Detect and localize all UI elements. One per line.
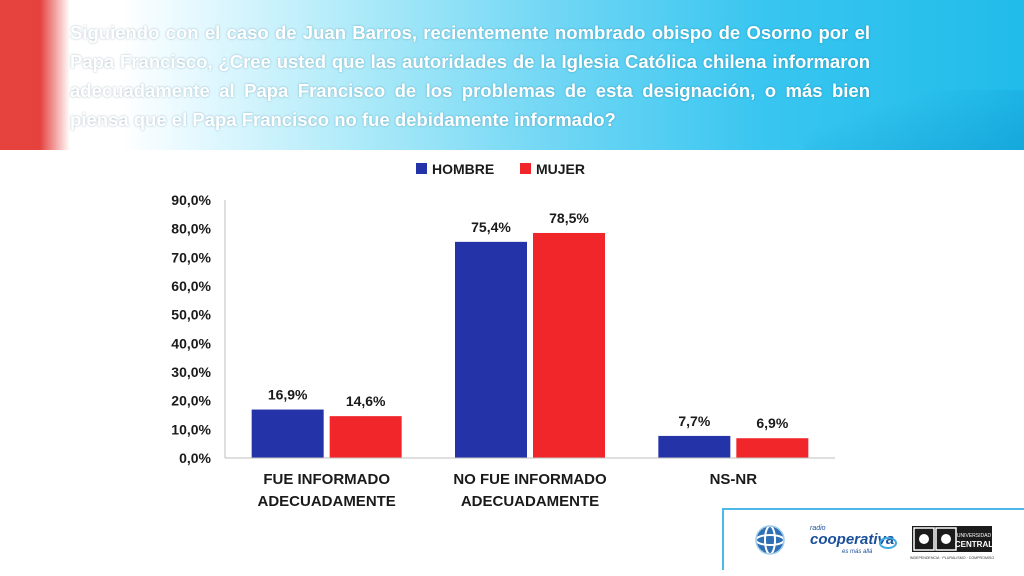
chart-bars — [251, 232, 809, 458]
header-banner: Siguiendo con el caso de Juan Barros, re… — [0, 0, 1024, 150]
data-label: 7,7% — [678, 413, 710, 429]
bar-mujer-2 — [736, 438, 809, 458]
chart-legend: HOMBRE MUJER — [416, 161, 585, 177]
data-labels: 16,9% 14,6% 75,4% 78,5% 7,7% 6,9% — [268, 210, 789, 431]
y-tick-label: 80,0% — [171, 221, 211, 237]
y-tick-label: 20,0% — [171, 393, 211, 409]
x-category-label: FUE INFORMADO — [263, 471, 390, 488]
cooperativa-logo: cooperativa — [810, 531, 894, 548]
swoosh-icon — [879, 537, 897, 549]
legend-label-mujer: MUJER — [536, 161, 585, 177]
bar-mujer-1 — [533, 232, 605, 458]
x-category-label: ADECUADAMENTE — [257, 493, 395, 510]
data-label: 75,4% — [471, 219, 511, 235]
universidad-label: UNIVERSIDAD — [957, 533, 992, 539]
bar-hombre-1 — [455, 241, 527, 458]
y-tick-label: 90,0% — [171, 192, 211, 208]
survey-question: Siguiendo con el caso de Juan Barros, re… — [70, 22, 870, 130]
data-label: 6,9% — [756, 415, 788, 431]
y-tick-label: 50,0% — [171, 307, 211, 323]
data-label: 16,9% — [268, 387, 308, 403]
x-category-label: NO FUE INFORMADO — [453, 471, 607, 488]
central-label: CENTRAL — [955, 540, 993, 549]
data-label: 78,5% — [549, 210, 589, 226]
x-category-label: ADECUADAMENTE — [461, 493, 599, 510]
universidad-central-logo: UNIVERSIDAD CENTRAL INDEPENDENCIA · PLUR… — [910, 526, 994, 560]
y-tick-label: 40,0% — [171, 335, 211, 351]
y-tick-label: 0,0% — [179, 450, 211, 466]
cooperativa-small: radio — [810, 525, 826, 532]
x-axis: FUE INFORMADO ADECUADAMENTE NO FUE INFORMA… — [225, 457, 835, 510]
legend-label-hombre: HOMBRE — [432, 161, 494, 177]
logos-footer: radio cooperativa es más allá UNIVERSIDA… — [722, 508, 1024, 570]
x-category-label: NS-NR — [710, 471, 758, 488]
y-tick-label: 60,0% — [171, 278, 211, 294]
legend-swatch-hombre — [416, 163, 427, 174]
cooperativa-tagline: es más allá — [842, 549, 873, 555]
globe-icon — [755, 525, 785, 555]
universidad-tagline: INDEPENDENCIA · PLURALISMO · COMPROMISO — [910, 556, 994, 560]
bar-hombre-0 — [251, 409, 324, 458]
bar-mujer-0 — [329, 416, 402, 458]
y-axis: 0,0% 10,0% 20,0% 30,0% 40,0% 50,0% 60,0% 70,0% 8… — [171, 192, 226, 466]
legend-swatch-mujer — [520, 163, 531, 174]
y-tick-label: 30,0% — [171, 364, 211, 380]
y-tick-label: 70,0% — [171, 249, 211, 265]
bar-hombre-2 — [658, 435, 731, 458]
y-tick-label: 10,0% — [171, 421, 211, 437]
data-label: 14,6% — [346, 393, 386, 409]
